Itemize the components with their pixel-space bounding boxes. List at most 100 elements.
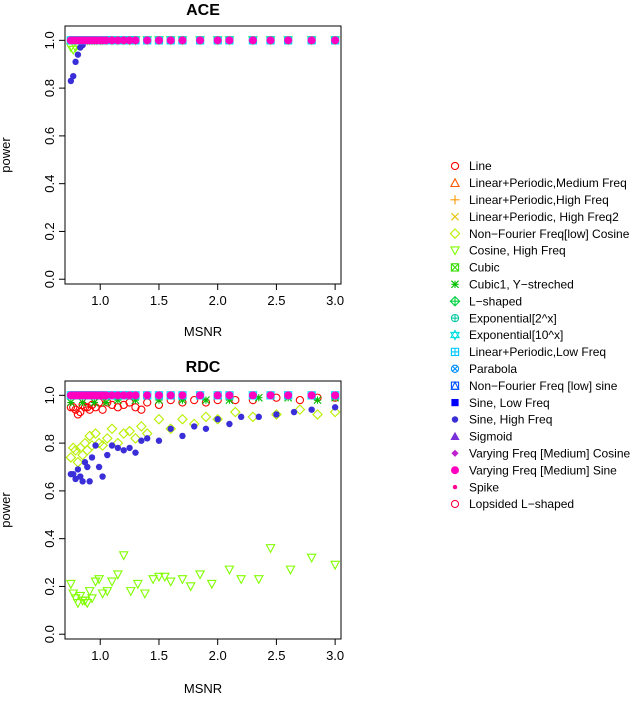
legend-item: Cubic (450, 261, 500, 275)
ace-point (213, 36, 222, 45)
ace-y-label: power (0, 137, 13, 173)
rdc-point (237, 413, 245, 421)
legend-item: Linear+Periodic, High Freq2 (451, 210, 619, 224)
rdc-point (97, 440, 108, 451)
rdc-y-tick-label: 0.2 (42, 577, 57, 595)
rdc-point (125, 587, 136, 597)
rdc-point (118, 428, 130, 439)
legend-label: Lopsided L−shaped (469, 497, 574, 511)
legend-item: Non−Fourier Freq[low] Cosine (449, 227, 630, 241)
legend-label: Sine, Low Freq (469, 396, 550, 410)
rdc-point (120, 447, 127, 454)
rdc-point (102, 587, 113, 597)
rdc-point (126, 444, 133, 452)
ace-y-tick-label: 0.2 (42, 222, 57, 240)
rdc-point (330, 560, 341, 571)
rdc-point (178, 391, 187, 400)
legend-label: Linear+Periodic,Low Freq (469, 345, 606, 359)
rdc-point (69, 403, 78, 412)
legend-label: Sine, High Freq (469, 413, 552, 427)
ace-point (72, 58, 79, 66)
legend-marker (451, 449, 459, 457)
legend-item: Non−Fourier Freq [low] sine (450, 379, 618, 393)
legend-marker (450, 364, 460, 373)
rdc-point (118, 551, 129, 561)
ace-point (266, 36, 275, 45)
ace-data-points (65, 36, 341, 85)
rdc-x-tick-label: 1.5 (150, 648, 168, 663)
rdc-point (84, 587, 95, 597)
ace-point (154, 36, 163, 45)
rdc-point (266, 391, 275, 400)
legend-item: Exponential[2^x] (450, 311, 557, 325)
ace-point (113, 36, 122, 45)
rdc-point (84, 430, 96, 442)
ace-y-axis: 0.0 0.2 0.4 0.6 0.8 1.0 (42, 31, 65, 288)
legend-marker (449, 177, 461, 188)
ace-point (102, 36, 111, 45)
ace-point (166, 36, 175, 45)
legend-label: Parabola (469, 362, 517, 376)
rdc-point (213, 391, 222, 400)
rdc-point (273, 411, 280, 418)
rdc-point (153, 572, 164, 583)
legend-marker (451, 399, 459, 407)
legend-label: Exponential[10^x] (469, 328, 563, 342)
legend-label: Linear+Periodic, High Freq2 (469, 210, 619, 224)
ace-point (125, 36, 134, 45)
legend-label: Sigmoid (469, 430, 512, 444)
legend: Line Linear+Periodic,Medium Freq Linear+Pe… (449, 159, 631, 511)
legend-marker (450, 499, 460, 509)
rdc-point (106, 423, 118, 435)
rdc-y-tick-label: 0.6 (42, 482, 57, 500)
ace-x-tick-label: 2.5 (267, 293, 285, 308)
rdc-point (71, 405, 80, 414)
legend-marker (450, 347, 460, 357)
rdc-point (179, 432, 186, 440)
rdc-point (312, 409, 323, 420)
legend-label: Exponential[2^x] (469, 311, 557, 325)
rdc-point (165, 577, 176, 587)
ace-plot-frame (64, 25, 342, 285)
legend-marker (450, 380, 460, 390)
rdc-point (225, 391, 234, 400)
rdc-point (90, 428, 101, 439)
rdc-point (95, 463, 103, 471)
rdc-point (212, 413, 224, 425)
legend-item: Line (450, 159, 492, 173)
legend-label: Varying Freq [Medium] Cosine (469, 447, 631, 461)
rdc-point (165, 423, 177, 435)
rdc-point (200, 411, 212, 423)
ace-point (131, 36, 140, 45)
ace-point (119, 36, 128, 45)
rdc-series-varying-freq-medium-sine (66, 391, 340, 400)
rdc-y-label: power (0, 492, 13, 528)
rdc-point (101, 432, 113, 444)
rdc-point (143, 398, 152, 407)
rdc-point (84, 463, 91, 471)
legend-marker (450, 431, 460, 440)
rdc-point (99, 473, 106, 480)
rdc-point (248, 391, 257, 400)
legend-item: Lopsided L−shaped (450, 497, 574, 511)
rdc-series-cosine-high-freq (65, 544, 341, 609)
ace-point (331, 36, 340, 45)
rdc-y-tick-label: 0.8 (42, 434, 57, 452)
legend-marker (449, 295, 461, 307)
rdc-point (185, 582, 196, 592)
rdc-point (229, 406, 241, 418)
rdc-point (102, 398, 111, 407)
ace-x-tick-label: 3.0 (326, 293, 344, 308)
rdc-point (112, 570, 123, 580)
legend-label: Spike (469, 480, 499, 494)
ace-y-tick-label: 0.8 (42, 79, 57, 97)
rdc-point (265, 544, 276, 554)
rdc-point (139, 589, 150, 599)
rdc-point (131, 391, 140, 400)
ace-point (248, 36, 257, 45)
legend-marker (451, 466, 459, 475)
legend-marker (452, 484, 458, 490)
legend-item: Sigmoid (450, 430, 512, 444)
rdc-title: RDC (186, 359, 221, 376)
ace-x-tick-label: 1.5 (150, 293, 168, 308)
